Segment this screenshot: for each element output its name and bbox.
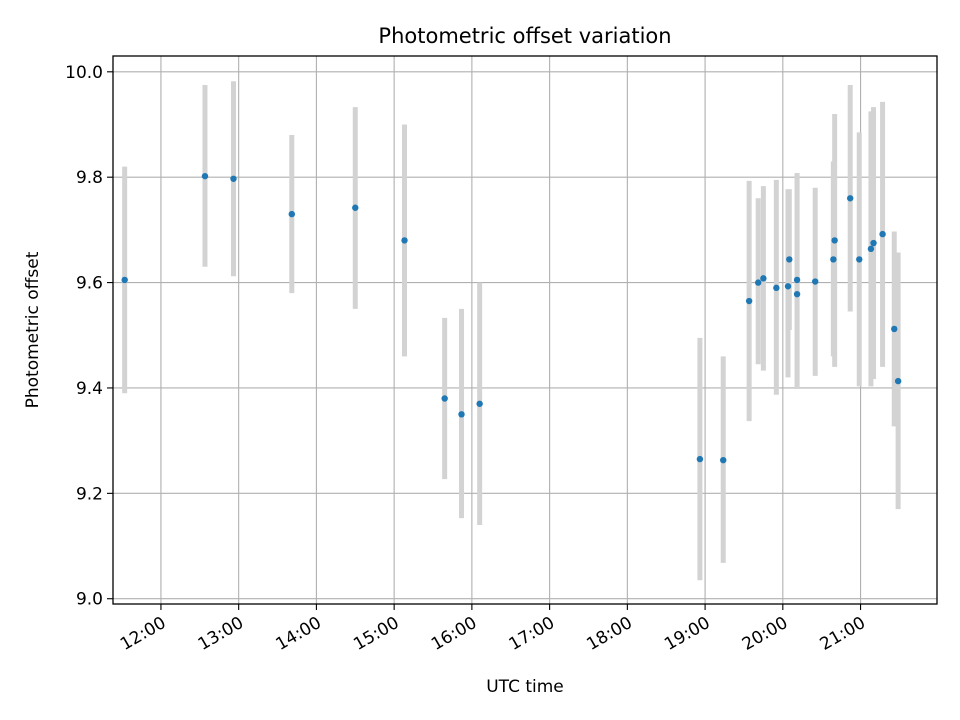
y-axis-label: Photometric offset bbox=[23, 251, 43, 408]
data-point bbox=[458, 411, 465, 418]
x-tick-label: 17:00 bbox=[506, 613, 558, 655]
y-tick-label: 10.0 bbox=[65, 63, 103, 83]
data-point bbox=[760, 275, 767, 282]
data-point bbox=[870, 239, 877, 247]
data-point bbox=[867, 245, 875, 253]
x-tick-label: 16:00 bbox=[428, 613, 480, 655]
x-tick-label: 18:00 bbox=[583, 613, 635, 655]
x-tick-label: 14:00 bbox=[272, 613, 324, 655]
x-tick-label: 20:00 bbox=[739, 613, 791, 655]
data-point bbox=[230, 175, 237, 182]
data-point bbox=[846, 195, 854, 202]
data-point bbox=[894, 377, 902, 385]
data-point bbox=[831, 237, 838, 244]
data-point bbox=[786, 256, 793, 263]
data-points bbox=[121, 172, 902, 464]
y-tick-label: 9.8 bbox=[76, 168, 103, 188]
data-point bbox=[812, 278, 819, 285]
y-tick-label: 9.0 bbox=[76, 590, 103, 610]
chart-title: Photometric offset variation bbox=[378, 24, 671, 48]
data-point bbox=[696, 455, 704, 463]
data-point bbox=[476, 400, 483, 407]
data-point bbox=[288, 210, 295, 218]
data-point bbox=[784, 283, 792, 290]
data-point bbox=[401, 237, 408, 244]
data-point bbox=[793, 276, 801, 284]
data-point bbox=[441, 395, 448, 402]
data-point bbox=[201, 172, 209, 180]
error-bars bbox=[122, 81, 901, 581]
x-tick-label: 12:00 bbox=[117, 613, 169, 655]
y-tick-label: 9.4 bbox=[76, 379, 103, 399]
data-point bbox=[720, 456, 727, 464]
data-point bbox=[891, 325, 898, 333]
data-point bbox=[793, 290, 801, 298]
x-axis-label: UTC time bbox=[486, 677, 564, 697]
data-point bbox=[121, 276, 128, 284]
data-point bbox=[745, 297, 753, 305]
x-axis: 12:00 13:00 14:00 15:00 16:00 17:00 18:00 19:00… bbox=[117, 604, 869, 655]
x-tick-label: 21:00 bbox=[817, 613, 869, 655]
data-point bbox=[773, 284, 780, 292]
grid-lines bbox=[113, 56, 937, 604]
data-point bbox=[755, 279, 762, 286]
data-point bbox=[352, 204, 359, 211]
data-point bbox=[879, 230, 886, 238]
data-point bbox=[856, 256, 863, 263]
y-tick-label: 9.6 bbox=[76, 274, 103, 294]
y-axis: 9.0 9.2 9.4 9.6 9.8 10.0 bbox=[65, 63, 113, 610]
y-tick-label: 9.2 bbox=[76, 484, 103, 504]
plot-frame bbox=[112, 55, 938, 605]
x-tick-label: 19:00 bbox=[661, 613, 713, 655]
x-tick-label: 13:00 bbox=[195, 613, 247, 655]
data-point bbox=[830, 256, 837, 263]
x-tick-label: 15:00 bbox=[350, 613, 402, 655]
